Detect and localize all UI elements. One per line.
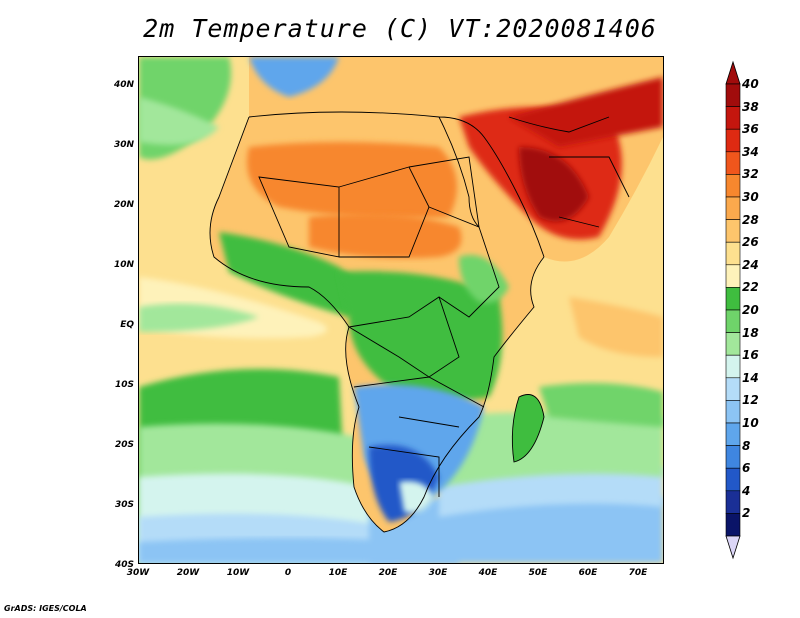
colorbar-swatch [725,490,741,514]
longitude-tick-label: 30W [126,568,150,578]
color-legend [725,60,741,560]
latitude-tick-label: 20S [114,440,134,450]
colorbar-swatch [725,513,741,537]
longitude-tick-label: 50E [528,568,548,578]
longitude-tick-label: 70E [628,568,648,578]
colorbar-swatch [725,174,741,198]
latitude-tick-label: 30N [113,140,134,150]
temperature-map [138,56,664,564]
longitude-tick-label: 0 [284,568,292,578]
colorbar-swatch [725,287,741,311]
colorbar-swatch [725,264,741,288]
latitude-tick-label: 10N [113,260,134,270]
colorbar-tick-label: 40 [742,77,759,91]
colorbar-tick-label: 6 [742,461,751,476]
colorbar-tick-label: 2 [742,506,751,521]
colorbar-swatch [725,400,741,424]
latitude-tick-label: 20N [113,200,134,210]
colorbar-swatch [725,354,741,379]
colorbar-swatch [725,445,741,469]
colorbar-swatch [725,467,741,492]
longitude-tick-label: 10E [328,568,348,578]
colorbar-swatch [725,106,741,130]
colorbar-tick-label: 22 [742,280,759,295]
colorbar-tick-label: 14 [742,370,759,385]
credit-label: GrADS: IGES/COLA [4,604,87,613]
colorbar-tick-label: 30 [742,190,759,204]
longitude-tick-label: 60E [578,568,598,578]
colorbar-tick-label: 12 [742,393,759,408]
colorbar-tick-label: 36 [742,122,759,137]
colorbar-swatch [725,196,741,220]
colorbar-tick-label: 28 [742,212,759,227]
colorbar-tick-label: 34 [742,144,759,159]
colorbar-tick-label: 10 [742,416,759,430]
map-title: 2m Temperature (C) VT:2020081406 [143,14,657,43]
colorbar-tick-label: 32 [742,167,759,182]
longitude-tick-label: 30E [428,568,448,578]
colorbar-swatch [725,83,741,107]
longitude-tick-label: 40E [478,568,498,578]
colorbar-tick-label: 20 [742,303,759,317]
latitude-tick-label: 40N [113,80,134,90]
colorbar-tick-label: 26 [742,235,759,250]
colorbar-swatch [725,377,741,401]
colorbar-swatch [725,422,741,446]
colorbar-swatch [725,219,741,243]
longitude-tick-label: 20W [176,568,200,578]
latitude-tick-label: 10S [114,380,134,390]
colorbar-tick-label: 38 [742,99,759,114]
latitude-tick-label: 30S [114,500,134,510]
colorbar-tick-label: 24 [742,257,759,272]
colorbar-swatch [725,128,741,153]
latitude-tick-label: EQ [120,320,134,330]
longitude-tick-label: 10W [226,568,250,578]
colorbar-tick-label: 4 [742,483,751,498]
africa-land [210,57,663,532]
colorbar-tick-label: 18 [742,325,759,340]
colorbar-swatch [725,309,741,333]
colorbar-swatch [725,332,741,356]
colorbar-tick-label: 16 [742,348,759,363]
colorbar-swatch [725,151,741,175]
colorbar-over-arrow [725,60,741,85]
colorbar-swatch [725,241,741,266]
colorbar-under-arrow [725,535,741,560]
longitude-tick-label: 20E [378,568,398,578]
latitude-tick-label: 40S [114,560,134,570]
colorbar-tick-label: 8 [742,438,751,453]
country-borders [209,111,630,533]
